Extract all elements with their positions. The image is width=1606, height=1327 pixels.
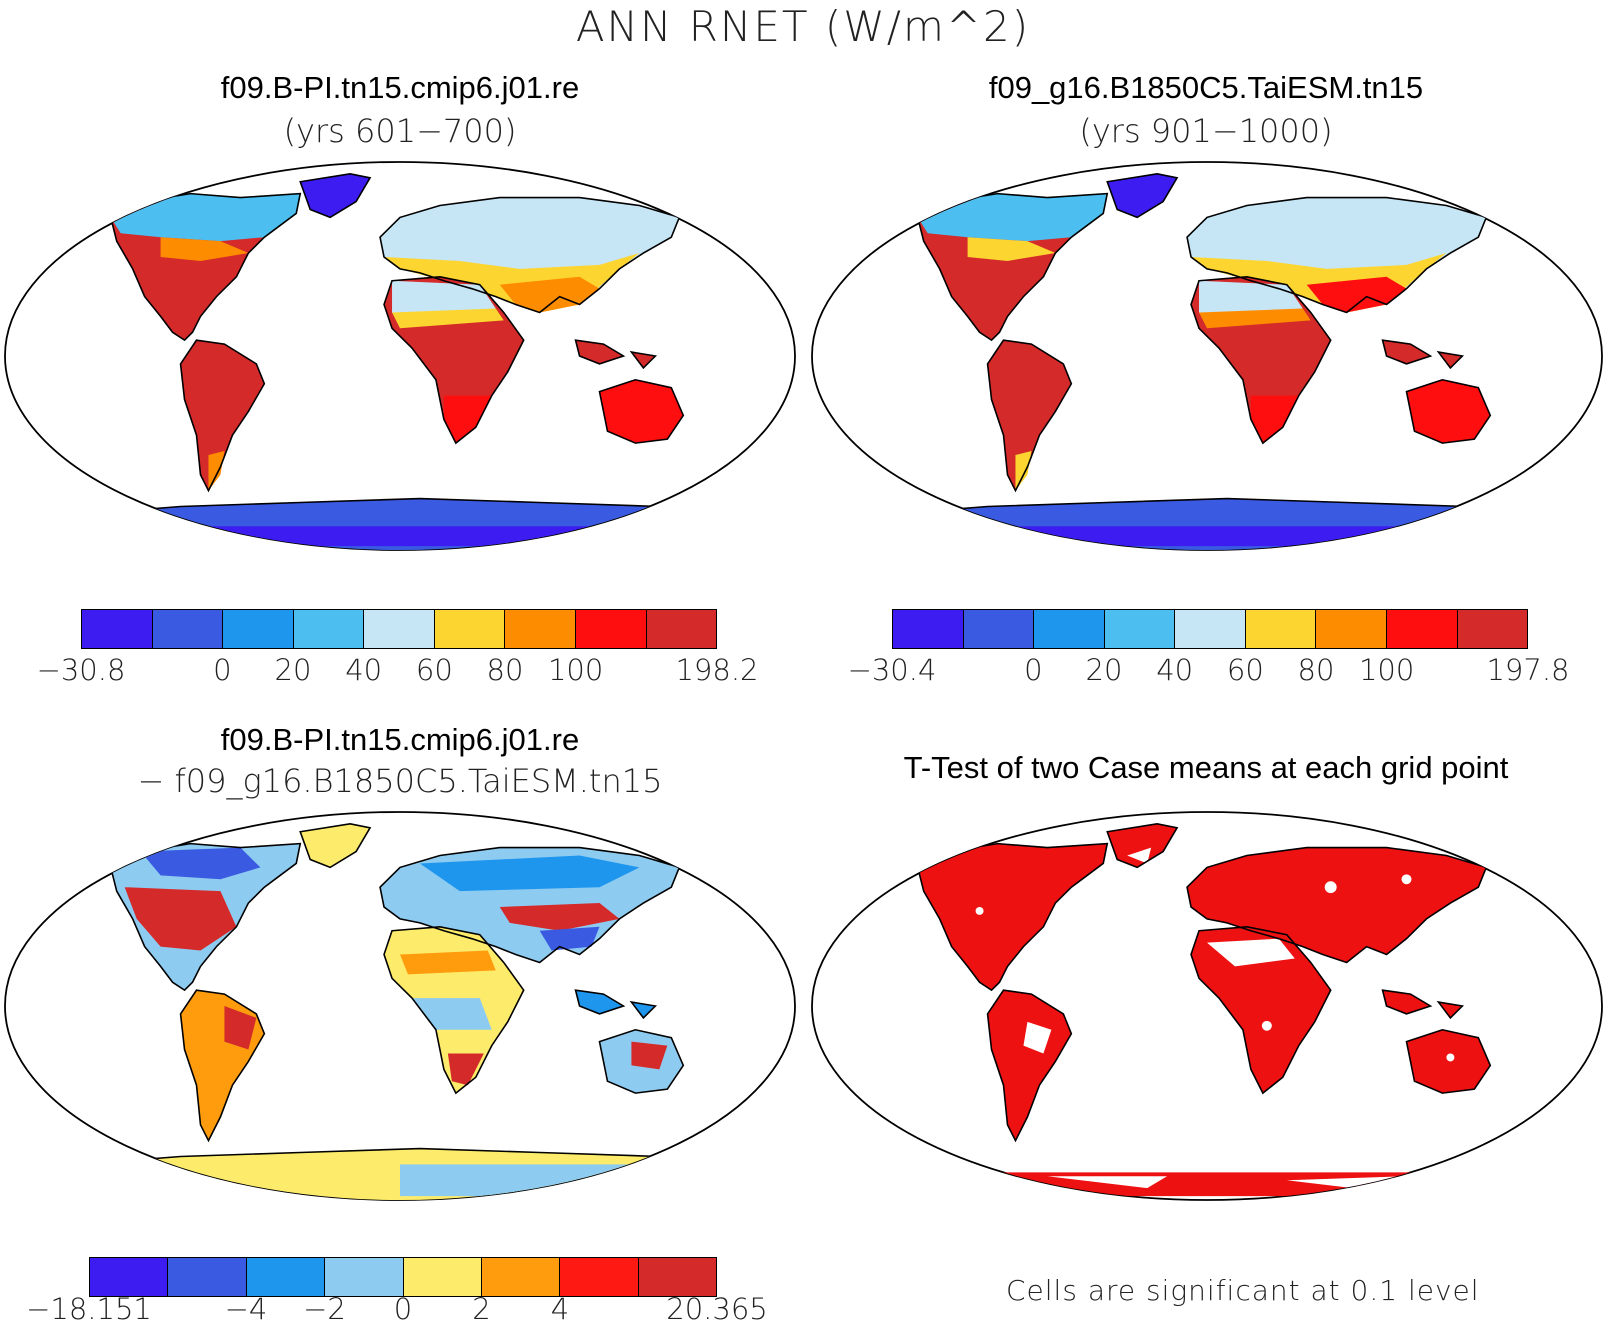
- colorbar-segment: [1104, 610, 1176, 648]
- panel1-colorbar-labels: −30.8 0 20 40 60 80 100 198.2: [37, 653, 759, 689]
- colorbar-tick-label: −2: [303, 1292, 346, 1326]
- colorbar-segment: [246, 1258, 326, 1296]
- panel1-map: [4, 161, 796, 551]
- colorbar-tick-label: 20.365: [666, 1292, 768, 1326]
- panel3-colorbar-labels: −18.151 −4 −2 0 2 4 20.365: [26, 1292, 768, 1327]
- colorbar-tick-label: 40: [1156, 653, 1194, 687]
- colorbar-segment: [1245, 610, 1317, 648]
- panel2-colorbar-labels: −30.4 0 20 40 60 80 100 197.8: [848, 653, 1570, 689]
- panel1-subtitle: (yrs 601−700): [283, 112, 517, 150]
- colorbar-segment: [646, 610, 717, 648]
- colorbar-segment: [1175, 610, 1246, 648]
- colorbar-segment: [434, 610, 506, 648]
- panel2-subtitle: (yrs 901−1000): [1079, 112, 1333, 150]
- colorbar-tick-label: 40: [345, 653, 383, 687]
- colorbar-tick-label: −30.8: [36, 653, 126, 687]
- colorbar-segment: [1457, 610, 1528, 648]
- colorbar-tick-label: −30.4: [847, 653, 937, 687]
- colorbar-segment: [325, 1258, 404, 1296]
- colorbar-tick-label: 0: [1024, 653, 1043, 687]
- colorbar-tick-label: 20: [1085, 653, 1123, 687]
- colorbar-segment: [1386, 610, 1458, 648]
- panel2-title: f09_g16.B1850C5.TaiESM.tn15: [988, 70, 1424, 105]
- colorbar-tick-label: 80: [1297, 653, 1335, 687]
- colorbar-tick-label: 4: [550, 1292, 570, 1326]
- colorbar-segment: [1316, 610, 1387, 648]
- colorbar-segment: [82, 610, 153, 648]
- panel3-subtitle: − f09_g16.B1850C5.TaiESM.tn15: [137, 762, 663, 800]
- colorbar-segment: [90, 1258, 169, 1296]
- colorbar-tick-label: 20: [274, 653, 312, 687]
- colorbar-segment: [168, 1258, 247, 1296]
- colorbar-tick-label: 60: [415, 653, 453, 687]
- colorbar-segment: [893, 610, 964, 648]
- panel1-colorbar: [81, 609, 717, 649]
- colorbar-tick-label: 198.2: [675, 653, 759, 687]
- colorbar-segment: [364, 610, 435, 648]
- colorbar-tick-label: 80: [486, 653, 524, 687]
- colorbar-segment: [152, 610, 224, 648]
- colorbar-tick-label: 2: [472, 1292, 491, 1326]
- panel3-colorbar: [89, 1257, 717, 1297]
- colorbar-segment: [505, 610, 576, 648]
- colorbar-segment: [560, 1258, 639, 1296]
- panel4-title: T-Test of two Case means at each grid po…: [903, 750, 1509, 785]
- colorbar-tick-label: −4: [224, 1292, 268, 1326]
- colorbar-tick-label: 0: [393, 1292, 413, 1326]
- colorbar-segment: [403, 1258, 482, 1296]
- figure-title: ANN RNET (W/m^2): [575, 2, 1031, 51]
- colorbar-segment: [1034, 610, 1105, 648]
- panel4-map: [811, 811, 1603, 1201]
- colorbar-segment: [638, 1258, 716, 1296]
- colorbar-segment: [575, 610, 647, 648]
- colorbar-segment: [223, 610, 294, 648]
- panel1-title: f09.B-PI.tn15.cmip6.j01.re: [220, 70, 580, 105]
- colorbar-tick-label: −18.151: [26, 1292, 152, 1326]
- panel3-map: [4, 811, 796, 1201]
- colorbar-segment: [481, 1258, 561, 1296]
- panel2-map: [811, 161, 1603, 551]
- colorbar-tick-label: 0: [213, 653, 232, 687]
- significance-note: Cells are significant at 0.1 level: [1006, 1274, 1480, 1307]
- colorbar-segment: [963, 610, 1035, 648]
- colorbar-tick-label: 60: [1226, 653, 1264, 687]
- colorbar-segment: [293, 610, 365, 648]
- colorbar-tick-label: 197.8: [1486, 653, 1570, 687]
- colorbar-tick-label: 100: [1358, 653, 1415, 687]
- colorbar-tick-label: 100: [547, 653, 604, 687]
- panel3-title: f09.B-PI.tn15.cmip6.j01.re: [220, 722, 580, 757]
- panel2-colorbar: [892, 609, 1528, 649]
